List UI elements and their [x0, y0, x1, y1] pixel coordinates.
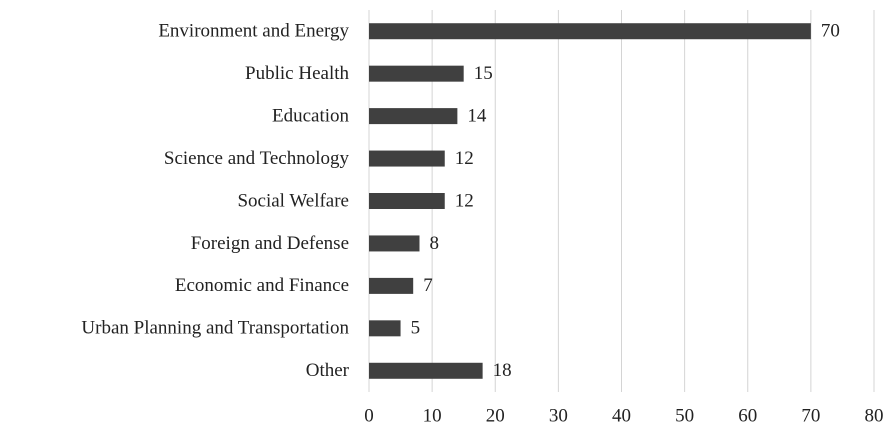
bar	[369, 23, 811, 40]
bar	[369, 150, 445, 167]
bar	[369, 108, 458, 125]
y-tick-label: Economic and Finance	[175, 275, 349, 296]
data-label: 15	[474, 63, 493, 84]
x-tick-label: 20	[486, 405, 505, 426]
y-tick-label: Science and Technology	[164, 148, 350, 169]
y-tick-label: Urban Planning and Transportation	[81, 318, 349, 339]
y-tick-label: Public Health	[245, 63, 349, 84]
data-label: 12	[455, 190, 474, 211]
data-label: 12	[455, 148, 474, 169]
y-tick-label: Education	[272, 105, 350, 126]
bar	[369, 362, 483, 379]
x-tick-label: 80	[865, 405, 884, 426]
bar	[369, 320, 401, 337]
x-tick-label: 10	[423, 405, 442, 426]
y-tick-label: Environment and Energy	[158, 21, 349, 42]
x-tick-label: 60	[738, 405, 757, 426]
y-tick-label: Other	[306, 360, 350, 381]
data-label: 7	[423, 275, 433, 296]
x-tick-label: 40	[612, 405, 631, 426]
data-label: 70	[821, 21, 840, 42]
data-label: 5	[411, 318, 421, 339]
data-label: 14	[467, 105, 487, 126]
bar	[369, 235, 420, 252]
bar	[369, 65, 464, 82]
data-label: 8	[430, 233, 440, 254]
y-tick-label: Foreign and Defense	[191, 233, 349, 254]
data-label: 18	[493, 360, 512, 381]
x-tick-label: 70	[801, 405, 820, 426]
x-tick-label: 50	[675, 405, 694, 426]
y-tick-label: Social Welfare	[237, 190, 349, 211]
bar	[369, 193, 445, 209]
x-tick-label: 30	[549, 405, 568, 426]
x-tick-label: 0	[364, 405, 374, 426]
bar	[369, 277, 414, 294]
